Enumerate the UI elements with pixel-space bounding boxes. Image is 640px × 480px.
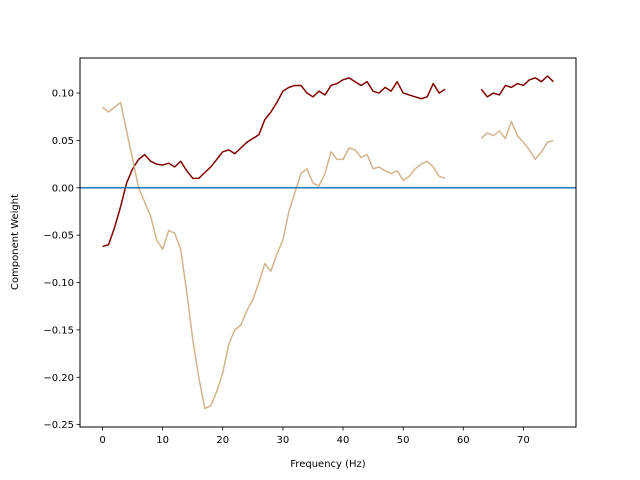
- plot-frame: [79, 57, 577, 428]
- y-tick-label: −0.25: [43, 420, 74, 431]
- x-tick-label: 40: [337, 435, 350, 446]
- x-tick-label: 50: [397, 435, 410, 446]
- plot-layer: [80, 75, 576, 410]
- y-tick-label: −0.05: [43, 231, 74, 242]
- x-axis-label: Frequency (Hz): [290, 459, 366, 470]
- x-tick-label: 60: [457, 435, 470, 446]
- series-line-2: [102, 101, 554, 410]
- ticks-layer: 0 10 20 30 40 50 60 70 −0.25 −0.20 −0.15 −0.10 −0.05…: [43, 89, 529, 446]
- y-tick-label: −0.20: [43, 373, 74, 384]
- y-tick-label: 0.10: [52, 89, 74, 100]
- series-line-1: [102, 75, 554, 248]
- x-tick-label: 30: [277, 435, 290, 446]
- y-axis-label: Component Weight: [10, 194, 21, 290]
- x-tick-label: 70: [517, 435, 530, 446]
- y-tick-label: 0.05: [52, 136, 74, 147]
- x-tick-label: 20: [216, 435, 229, 446]
- x-tick-label: 0: [99, 435, 105, 446]
- y-tick-label: −0.10: [43, 278, 74, 289]
- x-tick-label: 10: [156, 435, 169, 446]
- y-tick-label: −0.15: [43, 325, 74, 336]
- y-tick-label: 0.00: [52, 183, 74, 194]
